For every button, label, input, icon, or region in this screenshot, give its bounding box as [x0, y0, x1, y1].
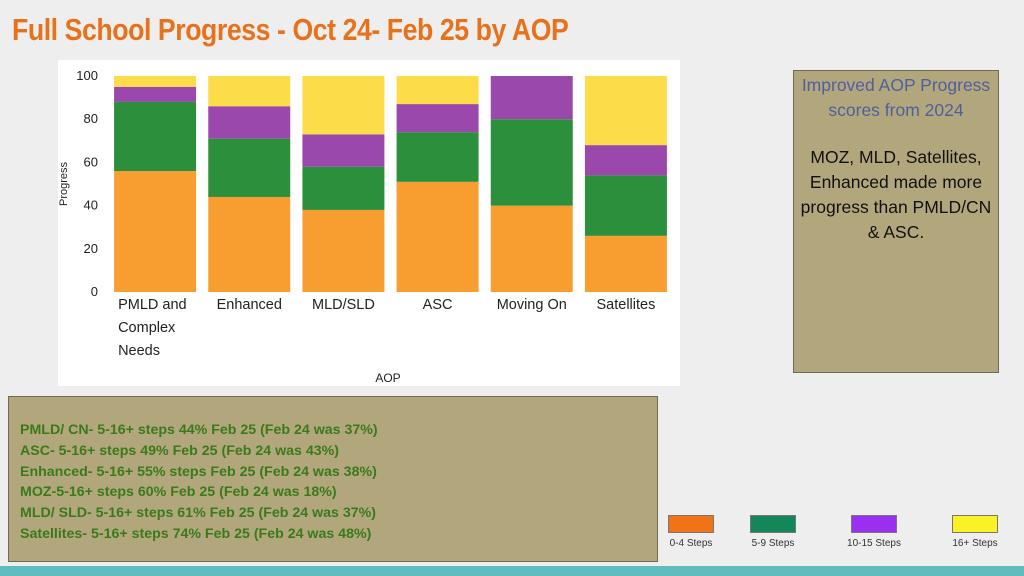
x-tick-label: Enhanced: [217, 297, 282, 313]
y-axis-label: Progress: [58, 161, 70, 206]
x-tick-label: MLD/SLD: [312, 297, 375, 313]
bar-segment-0-1: [114, 101, 197, 172]
legend-swatch-10-15: [851, 515, 897, 533]
x-tick-label: Moving On: [497, 297, 567, 313]
x-tick-label: ASC: [423, 297, 453, 313]
progress-stats-box: PMLD/ CN- 5-16+ steps 44% Feb 25 (Feb 24…: [8, 396, 658, 562]
bar-segment-3-3: [396, 76, 479, 105]
stat-pmld: PMLD/ CN- 5-16+ steps 44% Feb 25 (Feb 24…: [20, 422, 378, 438]
bar-segment-1-0: [208, 196, 291, 292]
bar-segment-1-2: [208, 106, 291, 139]
bar-segment-1-1: [208, 138, 291, 197]
legend-label-10-15: 10-15 Steps: [847, 538, 901, 549]
y-tick-label: 80: [84, 111, 98, 126]
bar-segment-2-3: [302, 76, 385, 135]
bar-segment-3-0: [396, 181, 479, 292]
bar-segment-2-0: [302, 209, 385, 292]
legend-swatch-5-9: [750, 515, 796, 533]
bar-segment-5-2: [584, 145, 667, 176]
legend-label-5-9: 5-9 Steps: [751, 538, 795, 549]
bar-segment-0-3: [114, 76, 197, 87]
stat-asc: ASC- 5-16+ steps 49% Feb 25 (Feb 24 was …: [20, 442, 339, 459]
y-tick-label: 60: [84, 154, 98, 169]
bar-segment-3-2: [396, 104, 479, 133]
note-body: MOZ, MLD, Satellites, Enhanced made more…: [800, 147, 992, 242]
note-heading: Improved AOP Progress scores from 2024: [801, 75, 991, 120]
bar-segment-4-1: [490, 119, 573, 206]
bar-segment-5-1: [584, 175, 667, 236]
legend-item-10-15: 10-15 Steps: [834, 515, 914, 549]
bar-segment-5-0: [584, 235, 667, 292]
x-tick-label: Satellites: [596, 297, 655, 313]
page-title: Full School Progress - Oct 24- Feb 25 by…: [12, 12, 569, 47]
legend-swatch-16-plus: [952, 515, 998, 533]
stacked-bar-chart: 0 20 40 60 80 100 PMLD and Complex Needs Enhanced…: [58, 60, 680, 386]
x-tick-label: PMLD and: [118, 297, 187, 313]
bar-segment-0-0: [114, 171, 197, 292]
y-tick-label: 0: [91, 284, 98, 299]
bar-segment-4-0: [490, 205, 573, 292]
legend-label-16-plus: 16+ Steps: [952, 538, 998, 549]
x-tick-label: Complex: [118, 320, 176, 336]
bar-segment-2-1: [302, 166, 385, 210]
stat-moz: MOZ-5-16+ steps 60% Feb 25 (Feb 24 was 1…: [20, 484, 337, 501]
stat-satellites: Satellites- 5-16+ steps 74% Feb 25 (Feb …: [20, 525, 372, 542]
y-tick-label: 40: [84, 198, 98, 213]
bar-segment-5-3: [584, 76, 667, 146]
y-tick-label: 100: [76, 68, 98, 83]
bar-segment-4-2: [490, 76, 573, 120]
bottom-stripe: [0, 566, 1024, 576]
bar-segment-0-2: [114, 86, 197, 102]
improvement-note: Improved AOP Progress scores from 2024 M…: [793, 70, 999, 373]
legend-item-16-plus: 16+ Steps: [935, 515, 1015, 549]
legend-item-0-4: 0-4 Steps: [651, 515, 731, 549]
bar-segment-1-3: [208, 76, 291, 107]
stat-enhanced: Enhanced- 5-16+ 55% steps Feb 25 (Feb 24…: [20, 463, 377, 480]
legend: 0-4 Steps 5-9 Steps 10-15 Steps 16+ Step…: [660, 515, 1024, 555]
legend-label-0-4: 0-4 Steps: [669, 538, 713, 549]
x-axis-label: AOP: [375, 371, 400, 385]
x-tick-label: Needs: [118, 343, 160, 359]
legend-item-5-9: 5-9 Steps: [733, 515, 813, 549]
bar-segment-3-1: [396, 132, 479, 182]
bar-segment-2-2: [302, 134, 385, 167]
stat-mld: MLD/ SLD- 5-16+ steps 61% Feb 25 (Feb 24…: [20, 505, 376, 522]
legend-swatch-0-4: [668, 515, 714, 533]
y-tick-label: 20: [84, 241, 98, 256]
chart-svg: 0 20 40 60 80 100 PMLD and Complex Needs Enhanced…: [58, 68, 667, 385]
